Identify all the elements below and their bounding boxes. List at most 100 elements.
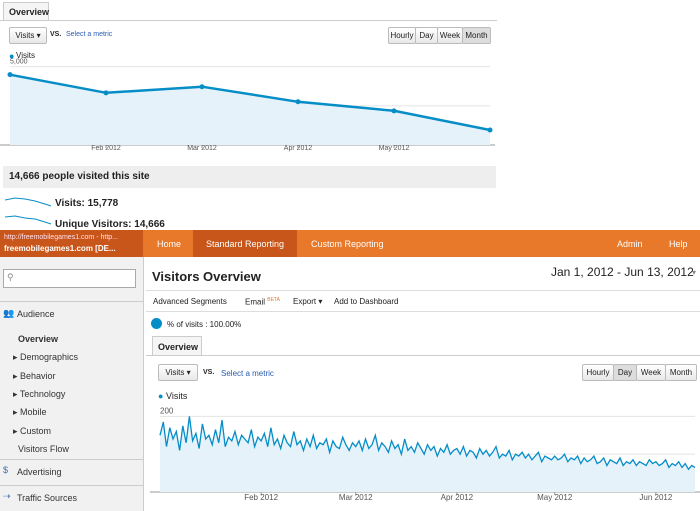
btn[interactable]: Day [415,27,438,44]
metric-select[interactable]: Visits ▾ [9,27,47,44]
legend: Visits [166,391,188,401]
btn[interactable]: Week [636,364,666,381]
account-url: http://freemobilegames1.com - http... [4,234,118,241]
icon: ⇢ [3,491,11,501]
stat: Unique Visitors: 14,666 [55,219,165,230]
btn[interactable]: Hourly [582,364,614,381]
search[interactable]: ⚲ [3,269,136,288]
x-tick-label: Feb 2012 [91,145,121,152]
line [159,416,696,471]
btn[interactable]: Month [665,364,697,381]
item[interactable]: ▸ Custom [13,426,52,436]
metric-select[interactable]: Visits ▾ [158,364,198,381]
date-range[interactable]: Jan 1, 2012 - Jun 13, 2012 [551,265,694,279]
divider [0,301,143,302]
divider [146,355,700,356]
account[interactable]: http://freemobilegames1.com - http... fre… [0,230,143,257]
tab-label: Overview [158,342,199,352]
segment: % of visits : 100.00% [167,320,242,329]
item-label: Technology [19,389,66,399]
title: Visitors Overview [152,269,261,284]
toolbar-label: Email [245,297,266,307]
legend-dot: ● [9,51,15,61]
y-tick-label: 200 [160,406,174,415]
search-icon: ⚲ [7,272,14,282]
x-tick-label: Mar 2012 [187,145,217,152]
metric-label: Visits [15,31,35,40]
select-metric[interactable]: Select a metric [66,31,113,38]
point [103,90,109,96]
toolbar[interactable]: Advanced Segments [153,297,227,306]
select-metric[interactable]: Select a metric [221,369,274,378]
summary: 14,666 people visited this site [9,171,150,182]
item[interactable]: ▸ Technology [13,389,66,399]
area [160,416,695,492]
nav-right[interactable]: Help [669,239,688,249]
point [487,127,493,133]
area [10,74,490,145]
x-tick-label: May 2012 [537,493,573,502]
caret: ▾ [692,268,697,277]
stat: Visits: 15,778 [55,198,119,209]
x-tick-label: Apr 2012 [441,493,474,502]
item-label: Demographics [20,352,79,362]
divider [0,20,497,21]
btn[interactable]: Month [462,27,491,44]
metric-label: Visits [165,368,185,377]
sidebar: ⚲ 👥 Audience Overview ▸ Demographics ▸ B… [0,257,144,511]
point [391,108,397,114]
x-tick-label: Feb 2012 [244,493,278,502]
item[interactable]: ▸ Behavior [13,371,56,381]
tab[interactable]: Overview [152,336,202,356]
divider [146,290,700,291]
divider [0,459,143,460]
x-tick-label: Jun 2012 [639,493,672,502]
x-tick-label: Mar 2012 [339,493,373,502]
vs: VS. [50,31,62,38]
line [9,73,491,132]
tab-label: Overview [9,7,50,17]
item-label: Custom [20,426,52,436]
nav-active [193,230,297,257]
item[interactable]: Visitors Flow [18,444,69,454]
x-tick-label: Apr 2012 [284,145,313,152]
toolbar[interactable]: Email BETA [245,297,280,307]
item-label: Mobile [20,407,47,417]
toolbar-label: Export [293,297,317,306]
point [7,72,13,78]
beta: BETA [267,297,280,303]
nav-tab[interactable]: Standard Reporting [206,239,285,249]
sparklines [5,197,52,225]
nav-bar: http://freemobilegames1.com - http... fre… [0,230,700,257]
section[interactable]: Audience [17,309,55,319]
nav-right[interactable]: Admin [617,239,643,249]
account-name: freemobilegames1.com [DE... [4,244,116,253]
summary-band: 14,666 people visited this site [3,166,496,188]
divider [146,311,700,312]
toolbar[interactable]: Export ▾ [293,297,323,306]
tab[interactable]: Overview [3,2,49,21]
y-tick-label: 5,000 [10,59,28,66]
divider [0,485,143,486]
icon: $ [3,465,9,475]
section[interactable]: Advertising [17,467,62,477]
legend-dot: ● [158,391,164,401]
segment-icon [151,318,162,329]
point [295,99,301,105]
item-label: Behavior [20,371,56,381]
item[interactable]: ▸ Mobile [13,407,47,417]
nav-tab[interactable]: Custom Reporting [311,239,384,249]
point [199,84,205,90]
item[interactable]: ▸ Demographics [13,352,79,362]
toolbar[interactable]: Add to Dashboard [334,297,399,306]
x-tick-label: May 2012 [379,145,410,152]
section[interactable]: Traffic Sources [17,493,78,503]
legend: Visits [16,51,35,60]
item[interactable]: Overview [18,334,59,344]
btn[interactable]: Day [613,364,637,381]
vs: VS. [203,369,215,376]
nav-tab[interactable]: Home [157,239,182,249]
